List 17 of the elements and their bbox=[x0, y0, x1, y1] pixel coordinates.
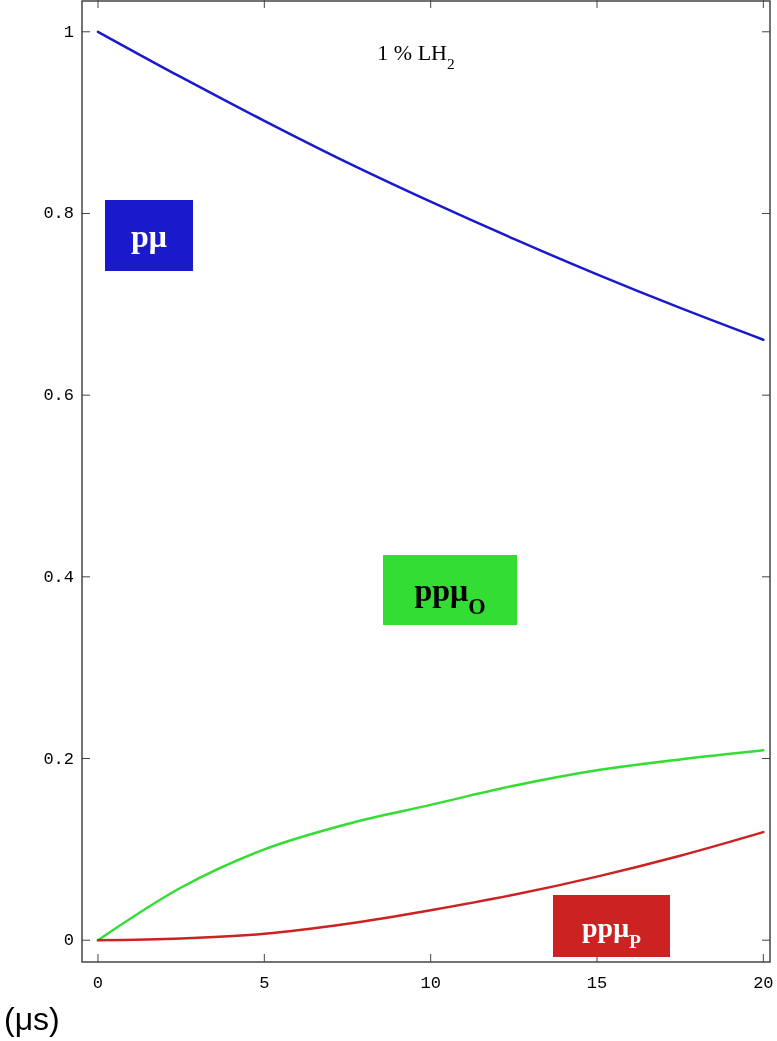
y-tick-label: 0.2 bbox=[43, 749, 74, 769]
y-tick-label: 0 bbox=[63, 931, 74, 951]
x-tick-label: 0 bbox=[92, 974, 104, 993]
x-axis-title: (μs) bbox=[4, 1001, 60, 1037]
y-tick-label: 0.6 bbox=[43, 386, 74, 406]
text: pμ bbox=[131, 217, 167, 254]
y-tick-label: 0.8 bbox=[43, 204, 74, 224]
text: 1 % LH$_{2}$ bbox=[377, 40, 455, 72]
y-tick-label: 1 bbox=[63, 22, 74, 42]
y-tick-label: 0.4 bbox=[43, 567, 74, 587]
x-tick-label: 15 bbox=[586, 974, 608, 993]
text: ppμ$_{O}$ bbox=[414, 572, 486, 619]
series-label: ppμ$_{P}$ bbox=[582, 912, 642, 952]
x-tick-label: 10 bbox=[420, 974, 441, 993]
x-tick-label: 20 bbox=[753, 974, 774, 993]
x-tick-label: 5 bbox=[259, 974, 270, 993]
line-series bbox=[96, 30, 765, 341]
